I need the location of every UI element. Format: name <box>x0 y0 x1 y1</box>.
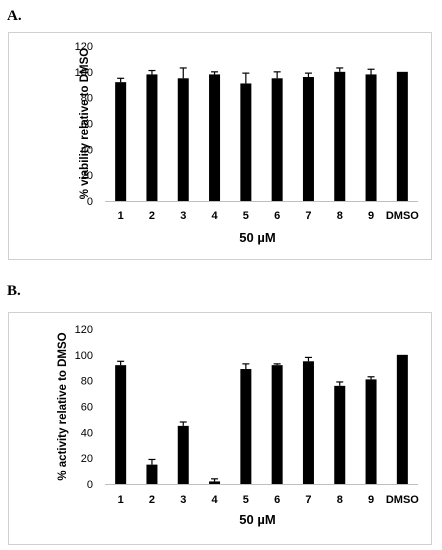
activity-bar <box>396 354 408 484</box>
activity-ytick-label: 40 <box>81 427 93 439</box>
viability-ytick-label: 80 <box>81 93 93 105</box>
activity-error-bar <box>117 360 125 366</box>
activity-xtick-label: 8 <box>337 494 343 506</box>
viability-y-axis-title: % viability relative to DMSO <box>79 48 91 200</box>
viability-error-bar <box>242 72 250 84</box>
activity-ytick-label: 0 <box>87 479 93 491</box>
activity-xtick-label: 9 <box>368 494 374 506</box>
activity-bar <box>334 385 346 484</box>
viability-xtick-label: 3 <box>180 210 186 222</box>
activity-xtick-label: DMSO <box>386 494 419 506</box>
activity-error-bar <box>179 421 187 426</box>
viability-bar <box>271 78 283 201</box>
activity-chart: 0 20 40 60 80 100 120 1 2 3 4 5 6 7 8 9 DMSO 50 µM % activ… <box>57 324 419 527</box>
activity-xtick-label: 5 <box>243 494 249 506</box>
viability-error-bar <box>304 72 312 77</box>
viability-xtick-label: 5 <box>243 210 249 222</box>
chart-b-frame <box>8 312 432 545</box>
activity-bar <box>209 481 221 484</box>
activity-error-bar <box>336 381 344 386</box>
viability-ytick-label: 20 <box>81 170 93 182</box>
activity-ytick-label: 120 <box>75 324 93 336</box>
viability-error-bar <box>367 68 375 75</box>
activity-xtick-label: 3 <box>180 494 186 506</box>
viability-xtick-label: 4 <box>211 210 218 222</box>
activity-bar <box>240 369 252 484</box>
activity-bar <box>115 365 127 484</box>
activity-bar <box>302 361 314 484</box>
activity-error-bar <box>273 363 281 366</box>
viability-bar <box>365 74 377 201</box>
activity-error-bar <box>367 376 375 380</box>
viability-chart: 0 20 40 60 80 100 120 1 2 3 4 5 6 7 8 9 DMSO 50 µM % viabi… <box>75 41 420 245</box>
viability-bar <box>115 82 127 201</box>
viability-xtick-label: 8 <box>337 210 343 222</box>
viability-bar <box>240 83 252 201</box>
activity-ytick-label: 20 <box>81 453 93 465</box>
viability-bar <box>177 78 189 201</box>
viability-xtick-label: 2 <box>149 210 155 222</box>
activity-bar <box>146 464 158 484</box>
activity-bar <box>177 425 189 484</box>
viability-ytick-label: 40 <box>81 144 93 156</box>
activity-xtick-label: 7 <box>305 494 311 506</box>
viability-bar <box>334 71 346 201</box>
activity-ytick-label: 60 <box>81 402 93 414</box>
chart-a-frame <box>8 32 432 260</box>
panel-b-label: B. <box>7 283 21 299</box>
activity-error-bar <box>148 458 156 465</box>
viability-xtick-label: 7 <box>305 210 311 222</box>
viability-error-bar <box>273 71 281 79</box>
viability-ytick-label: 60 <box>81 119 93 131</box>
viability-ytick-label: 100 <box>75 67 93 79</box>
viability-bar <box>209 74 221 201</box>
activity-y-axis-title: % activity relative to DMSO <box>57 332 69 480</box>
viability-error-bar <box>211 71 219 75</box>
viability-xtick-label: 1 <box>118 210 124 222</box>
activity-ytick-label: 100 <box>75 350 93 362</box>
activity-error-bar <box>211 478 219 482</box>
viability-bar <box>146 74 158 201</box>
viability-bar <box>302 77 314 201</box>
activity-x-axis-title: 50 µM <box>239 512 275 527</box>
activity-xtick-label: 2 <box>149 494 155 506</box>
viability-ytick-label: 0 <box>87 196 93 208</box>
viability-xtick-label: 6 <box>274 210 280 222</box>
activity-error-bar <box>304 356 312 362</box>
activity-ytick-label: 80 <box>81 376 93 388</box>
viability-bar <box>396 71 408 201</box>
viability-xtick-label: 9 <box>368 210 374 222</box>
activity-error-bar <box>242 363 250 370</box>
panel-a-label: A. <box>7 8 22 24</box>
viability-xtick-label: DMSO <box>386 210 419 222</box>
activity-xtick-label: 6 <box>274 494 280 506</box>
activity-xtick-label: 4 <box>211 494 218 506</box>
activity-xtick-label: 1 <box>118 494 124 506</box>
viability-error-bar <box>117 77 125 83</box>
viability-error-bar <box>336 67 344 72</box>
activity-bar <box>271 365 283 484</box>
viability-error-bar <box>179 67 187 79</box>
viability-error-bar <box>148 69 156 75</box>
viability-x-axis-title: 50 µM <box>239 230 275 245</box>
activity-bar <box>365 379 377 484</box>
viability-ytick-label: 120 <box>75 41 93 53</box>
